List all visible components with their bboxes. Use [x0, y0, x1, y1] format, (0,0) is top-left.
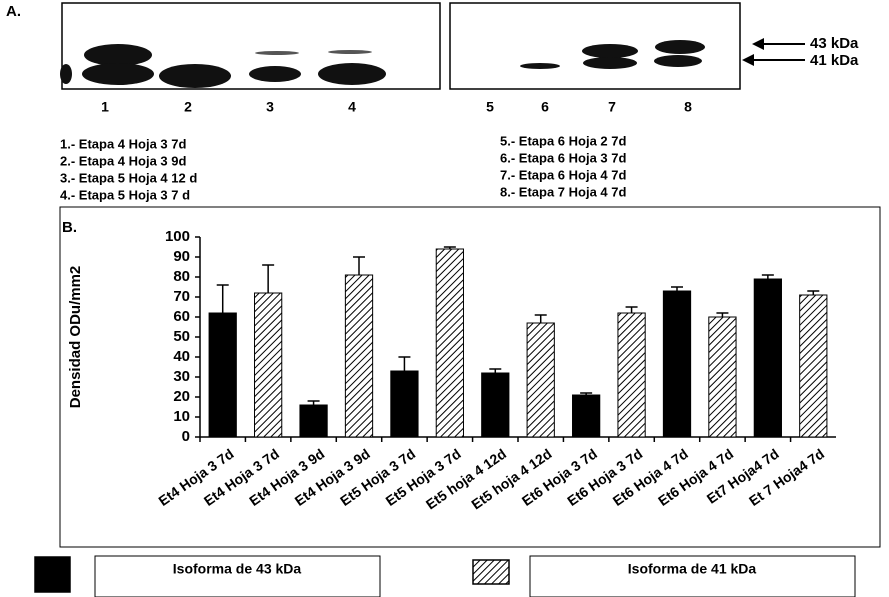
y-tick-label: 70	[173, 288, 190, 305]
bar	[436, 249, 463, 437]
lane-label: 1	[101, 99, 109, 115]
lane-legend: 2.- Etapa 4 Hoja 3 9d	[60, 153, 186, 168]
error-bar	[671, 287, 683, 291]
lane-legend: 4.- Etapa 5 Hoja 3 7 d	[60, 187, 190, 202]
y-tick-label: 100	[165, 228, 190, 245]
figure: A. 43 kDa 41 kDa B. Densidad ODu/mm2 1 2 3…	[0, 0, 889, 597]
error-bar	[535, 315, 547, 323]
marker-label: 43 kDa	[810, 35, 859, 52]
lane-label: 7	[608, 99, 616, 115]
error-bar	[262, 265, 274, 293]
y-tick-label: 10	[173, 408, 190, 425]
blot	[60, 3, 805, 89]
legend-label: Isoforma de 43 kDa	[173, 561, 302, 577]
bar	[754, 279, 781, 437]
bar	[800, 295, 827, 437]
legend-swatch	[35, 557, 70, 592]
bar	[573, 395, 600, 437]
bar	[391, 371, 418, 437]
y-tick-label: 80	[173, 268, 190, 285]
y-tick-label: 30	[173, 368, 190, 385]
y-axis-label: Densidad ODu/mm2	[67, 266, 84, 409]
error-bar	[353, 257, 365, 275]
y-tick-label: 60	[173, 308, 190, 325]
lane-legend: 8.- Etapa 7 Hoja 4 7d	[500, 184, 626, 199]
lane-label: 6	[541, 99, 549, 115]
error-bar	[807, 291, 819, 295]
error-bar	[716, 313, 728, 317]
lane-legend: 3.- Etapa 5 Hoja 4 12 d	[60, 170, 197, 185]
y-tick-label: 90	[173, 248, 190, 265]
legend-label: Isoforma de 41 kDa	[628, 561, 757, 577]
error-bar	[398, 357, 410, 371]
panel-label: B.	[62, 219, 77, 236]
bar	[482, 373, 509, 437]
y-tick-label: 0	[182, 428, 190, 445]
lane-label: 2	[184, 99, 192, 115]
lane-legend: 1.- Etapa 4 Hoja 3 7d	[60, 136, 186, 151]
y-tick-label: 50	[173, 328, 190, 345]
lane-label: 8	[684, 99, 692, 115]
bar	[345, 275, 372, 437]
bar	[709, 317, 736, 437]
bar	[255, 293, 282, 437]
bar	[618, 313, 645, 437]
marker-label: 41 kDa	[810, 52, 859, 69]
lane-legend: 5.- Etapa 6 Hoja 2 7d	[500, 133, 626, 148]
error-bar	[626, 307, 638, 313]
legend-swatch	[473, 560, 509, 584]
lane-label: 3	[266, 99, 274, 115]
x-tick-label: Et4 Hoja 3 7d	[155, 445, 236, 509]
lane-label: 5	[486, 99, 494, 115]
error-bar	[762, 275, 774, 279]
lane-legend: 6.- Etapa 6 Hoja 3 7d	[500, 150, 626, 165]
error-bar	[308, 401, 320, 405]
panel-label: A.	[6, 3, 21, 20]
error-bar	[489, 369, 501, 373]
bar	[300, 405, 327, 437]
lane-legend: 7.- Etapa 6 Hoja 4 7d	[500, 167, 626, 182]
lane-label: 4	[348, 99, 356, 115]
bar	[209, 313, 236, 437]
error-bar	[217, 285, 229, 313]
y-tick-label: 20	[173, 388, 190, 405]
bar	[663, 291, 690, 437]
y-tick-label: 40	[173, 348, 190, 365]
bar	[527, 323, 554, 437]
